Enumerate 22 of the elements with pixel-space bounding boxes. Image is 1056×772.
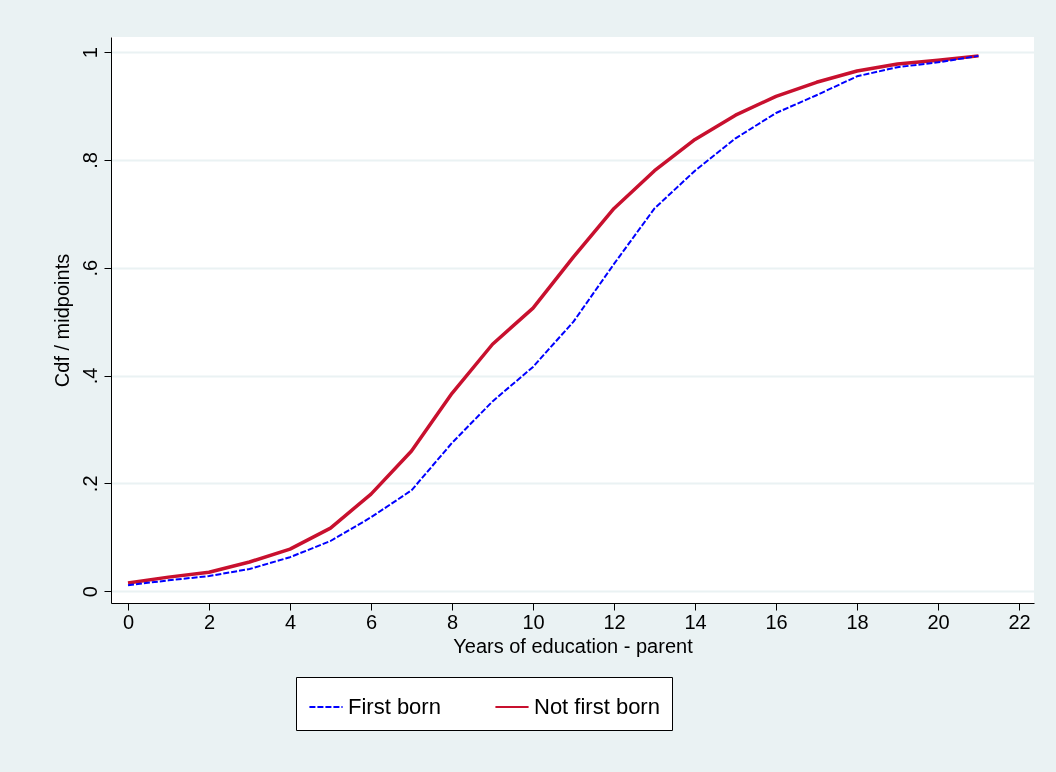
y-tick-label: .2 xyxy=(78,475,101,493)
x-tick-label: 20 xyxy=(927,610,950,633)
x-tick-label: 4 xyxy=(284,610,297,633)
legend-label: Not first born xyxy=(534,694,660,719)
y-tick-label: 0 xyxy=(78,586,101,598)
x-tick-label: 16 xyxy=(765,610,788,633)
x-tick-label: 6 xyxy=(365,610,378,633)
x-axis-title: Years of education - parent xyxy=(453,634,694,657)
x-tick-label: 22 xyxy=(1008,610,1031,633)
x-tick-label: 8 xyxy=(446,610,459,633)
x-tick-label: 2 xyxy=(203,610,216,633)
x-tick-label: 18 xyxy=(846,610,869,633)
x-tick-label: 0 xyxy=(122,610,135,633)
x-tick-label: 10 xyxy=(522,610,545,633)
x-tick-label: 12 xyxy=(603,610,626,633)
y-tick-label: .6 xyxy=(78,259,101,277)
y-tick-label: .4 xyxy=(78,367,101,385)
y-axis-title: Cdf / midpoints xyxy=(50,253,73,388)
x-tick-label: 14 xyxy=(684,610,707,633)
y-tick-label: 1 xyxy=(78,47,101,59)
y-tick-label: .8 xyxy=(78,152,101,169)
legend-label: First born xyxy=(348,694,441,719)
